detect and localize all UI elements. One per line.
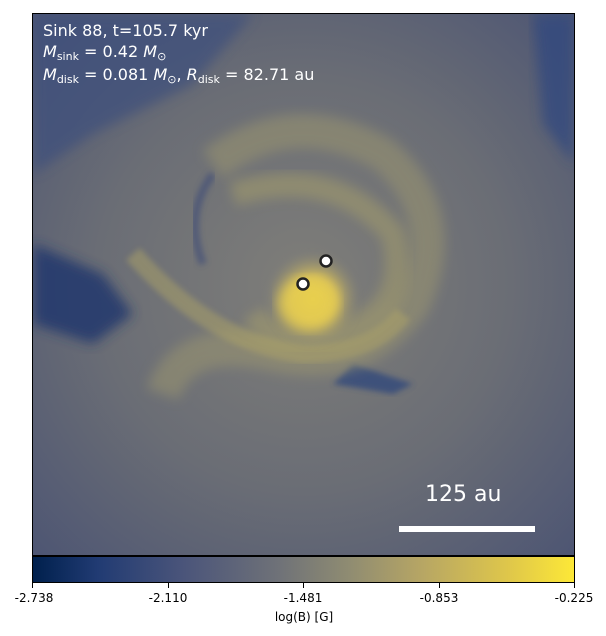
sink-marker bbox=[296, 277, 310, 291]
colorbar-tick bbox=[168, 583, 169, 588]
colorbar-tick bbox=[32, 583, 33, 588]
sink-mass-label: Msink = 0.42 M⊙ bbox=[43, 42, 167, 63]
scale-bar-label: 125 au bbox=[425, 482, 502, 507]
colorbar-tick-label: -2.738 bbox=[14, 591, 54, 605]
magnetic-field-map: Sink 88, t=105.7 kyr Msink = 0.42 M⊙ Mdi… bbox=[32, 13, 575, 556]
colorbar-tick-label: -2.110 bbox=[148, 591, 188, 605]
colorbar-tick-label: -0.225 bbox=[554, 591, 594, 605]
sink-marker bbox=[319, 254, 333, 268]
colorbar-tick bbox=[439, 583, 440, 588]
colorbar-tick bbox=[303, 583, 304, 588]
disk-info-label: Mdisk = 0.081 M⊙, Rdisk = 82.71 au bbox=[43, 65, 315, 86]
colorbar-label: log(B) [G] bbox=[274, 610, 334, 624]
colorbar bbox=[32, 556, 575, 583]
colorbar-tick-label: -1.481 bbox=[283, 591, 323, 605]
field-image bbox=[33, 14, 574, 555]
colorbar-tick-label: -0.853 bbox=[419, 591, 459, 605]
colorbar-tick bbox=[574, 583, 575, 588]
sink-info-label: Sink 88, t=105.7 kyr bbox=[43, 21, 208, 40]
scale-bar bbox=[399, 526, 535, 532]
